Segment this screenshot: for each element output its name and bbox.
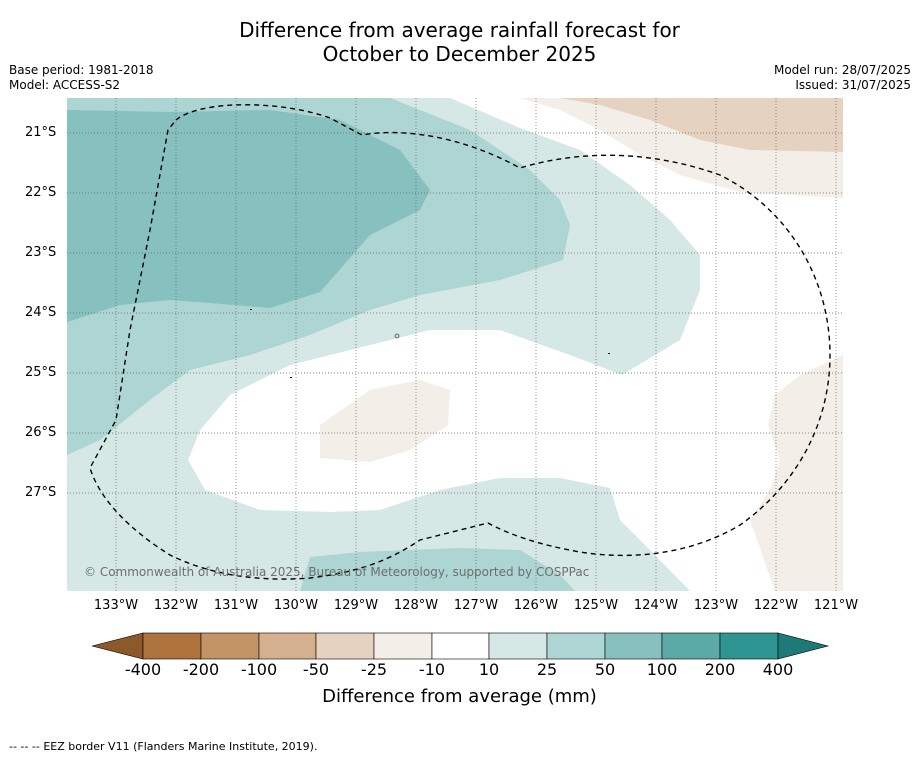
colorbar-tick-label: 10 (478, 660, 500, 679)
lat-label-21s: 21°S (25, 125, 57, 140)
lon-label-129w: 129°W (333, 598, 379, 613)
map-title: Difference from average rainfall forecas… (0, 18, 919, 66)
colorbar-tick-label: -100 (240, 660, 278, 679)
lon-label-124w: 124°W (633, 598, 679, 613)
eez-legend-symbol: -- -- -- (9, 740, 40, 753)
colorbar-title: Difference from average (mm) (322, 686, 597, 707)
lon-label-128w: 128°W (393, 598, 439, 613)
lon-label-131w: 131°W (213, 598, 259, 613)
lon-label-122w: 122°W (753, 598, 799, 613)
colorbar-extend-low (91, 632, 144, 660)
lat-label-26s: 26°S (25, 425, 57, 440)
lon-label-132w: 132°W (153, 598, 199, 613)
colorbar-tick-label: 25 (536, 660, 558, 679)
wet-zone-50-100 (67, 110, 430, 322)
lat-label-22s: 22°S (25, 185, 57, 200)
run-info: Model run: 28/07/2025 Issued: 31/07/2025 (774, 63, 911, 93)
eez-legend: -- -- -- EEZ border V11 (Flanders Marine… (9, 740, 317, 753)
lon-label-121w: 121°W (813, 598, 859, 613)
lon-label-125w: 125°W (573, 598, 619, 613)
colorbar-tick-label: -10 (418, 660, 446, 679)
base-period-label: Base period: 1981-2018 (9, 63, 154, 77)
dry-patch-east (750, 355, 843, 591)
colorbar-tick-label: 50 (594, 660, 616, 679)
lat-label-23s: 23°S (25, 245, 57, 260)
colorbar-tick-label: 200 (704, 660, 736, 679)
lat-label-27s: 27°S (25, 485, 57, 500)
base-info: Base period: 1981-2018 Model: ACCESS-S2 (9, 63, 154, 93)
colorbar-tick-label: -25 (360, 660, 388, 679)
colorbar-extend-high (777, 632, 830, 660)
issued-label: Issued: 31/07/2025 (795, 78, 911, 92)
wet-zone-south (300, 548, 575, 591)
map-plot-area (67, 98, 843, 591)
dry-zone-ne (560, 98, 843, 152)
model-run-label: Model run: 28/07/2025 (773, 63, 911, 77)
eez-legend-text: EEZ border V11 (Flanders Marine Institut… (43, 740, 318, 753)
lon-label-123w: 123°W (693, 598, 739, 613)
eez-border (89, 104, 831, 580)
dry-patch-center (320, 380, 450, 462)
colorbar-tick-label: 400 (762, 660, 794, 679)
lat-label-24s: 24°S (25, 305, 57, 320)
lon-label-130w: 130°W (273, 598, 319, 613)
copyright-notice: © Commonwealth of Australia 2025, Bureau… (84, 565, 590, 579)
colorbar (91, 632, 830, 660)
island-markers (250, 309, 610, 378)
colorbar-tick-label: -400 (124, 660, 162, 679)
lon-label-133w: 133°W (93, 598, 139, 613)
map-title-line1: Difference from average rainfall forecas… (239, 18, 680, 42)
lon-label-126w: 126°W (513, 598, 559, 613)
model-label: Model: ACCESS-S2 (9, 78, 121, 92)
lon-label-127w: 127°W (453, 598, 499, 613)
colorbar-tick-label: 100 (646, 660, 678, 679)
colorbar-tick-label: -50 (302, 660, 330, 679)
colorbar-tick-label: -200 (182, 660, 220, 679)
gridlines (67, 98, 843, 591)
lat-label-25s: 25°S (25, 365, 57, 380)
map-title-line2: October to December 2025 (322, 42, 597, 66)
